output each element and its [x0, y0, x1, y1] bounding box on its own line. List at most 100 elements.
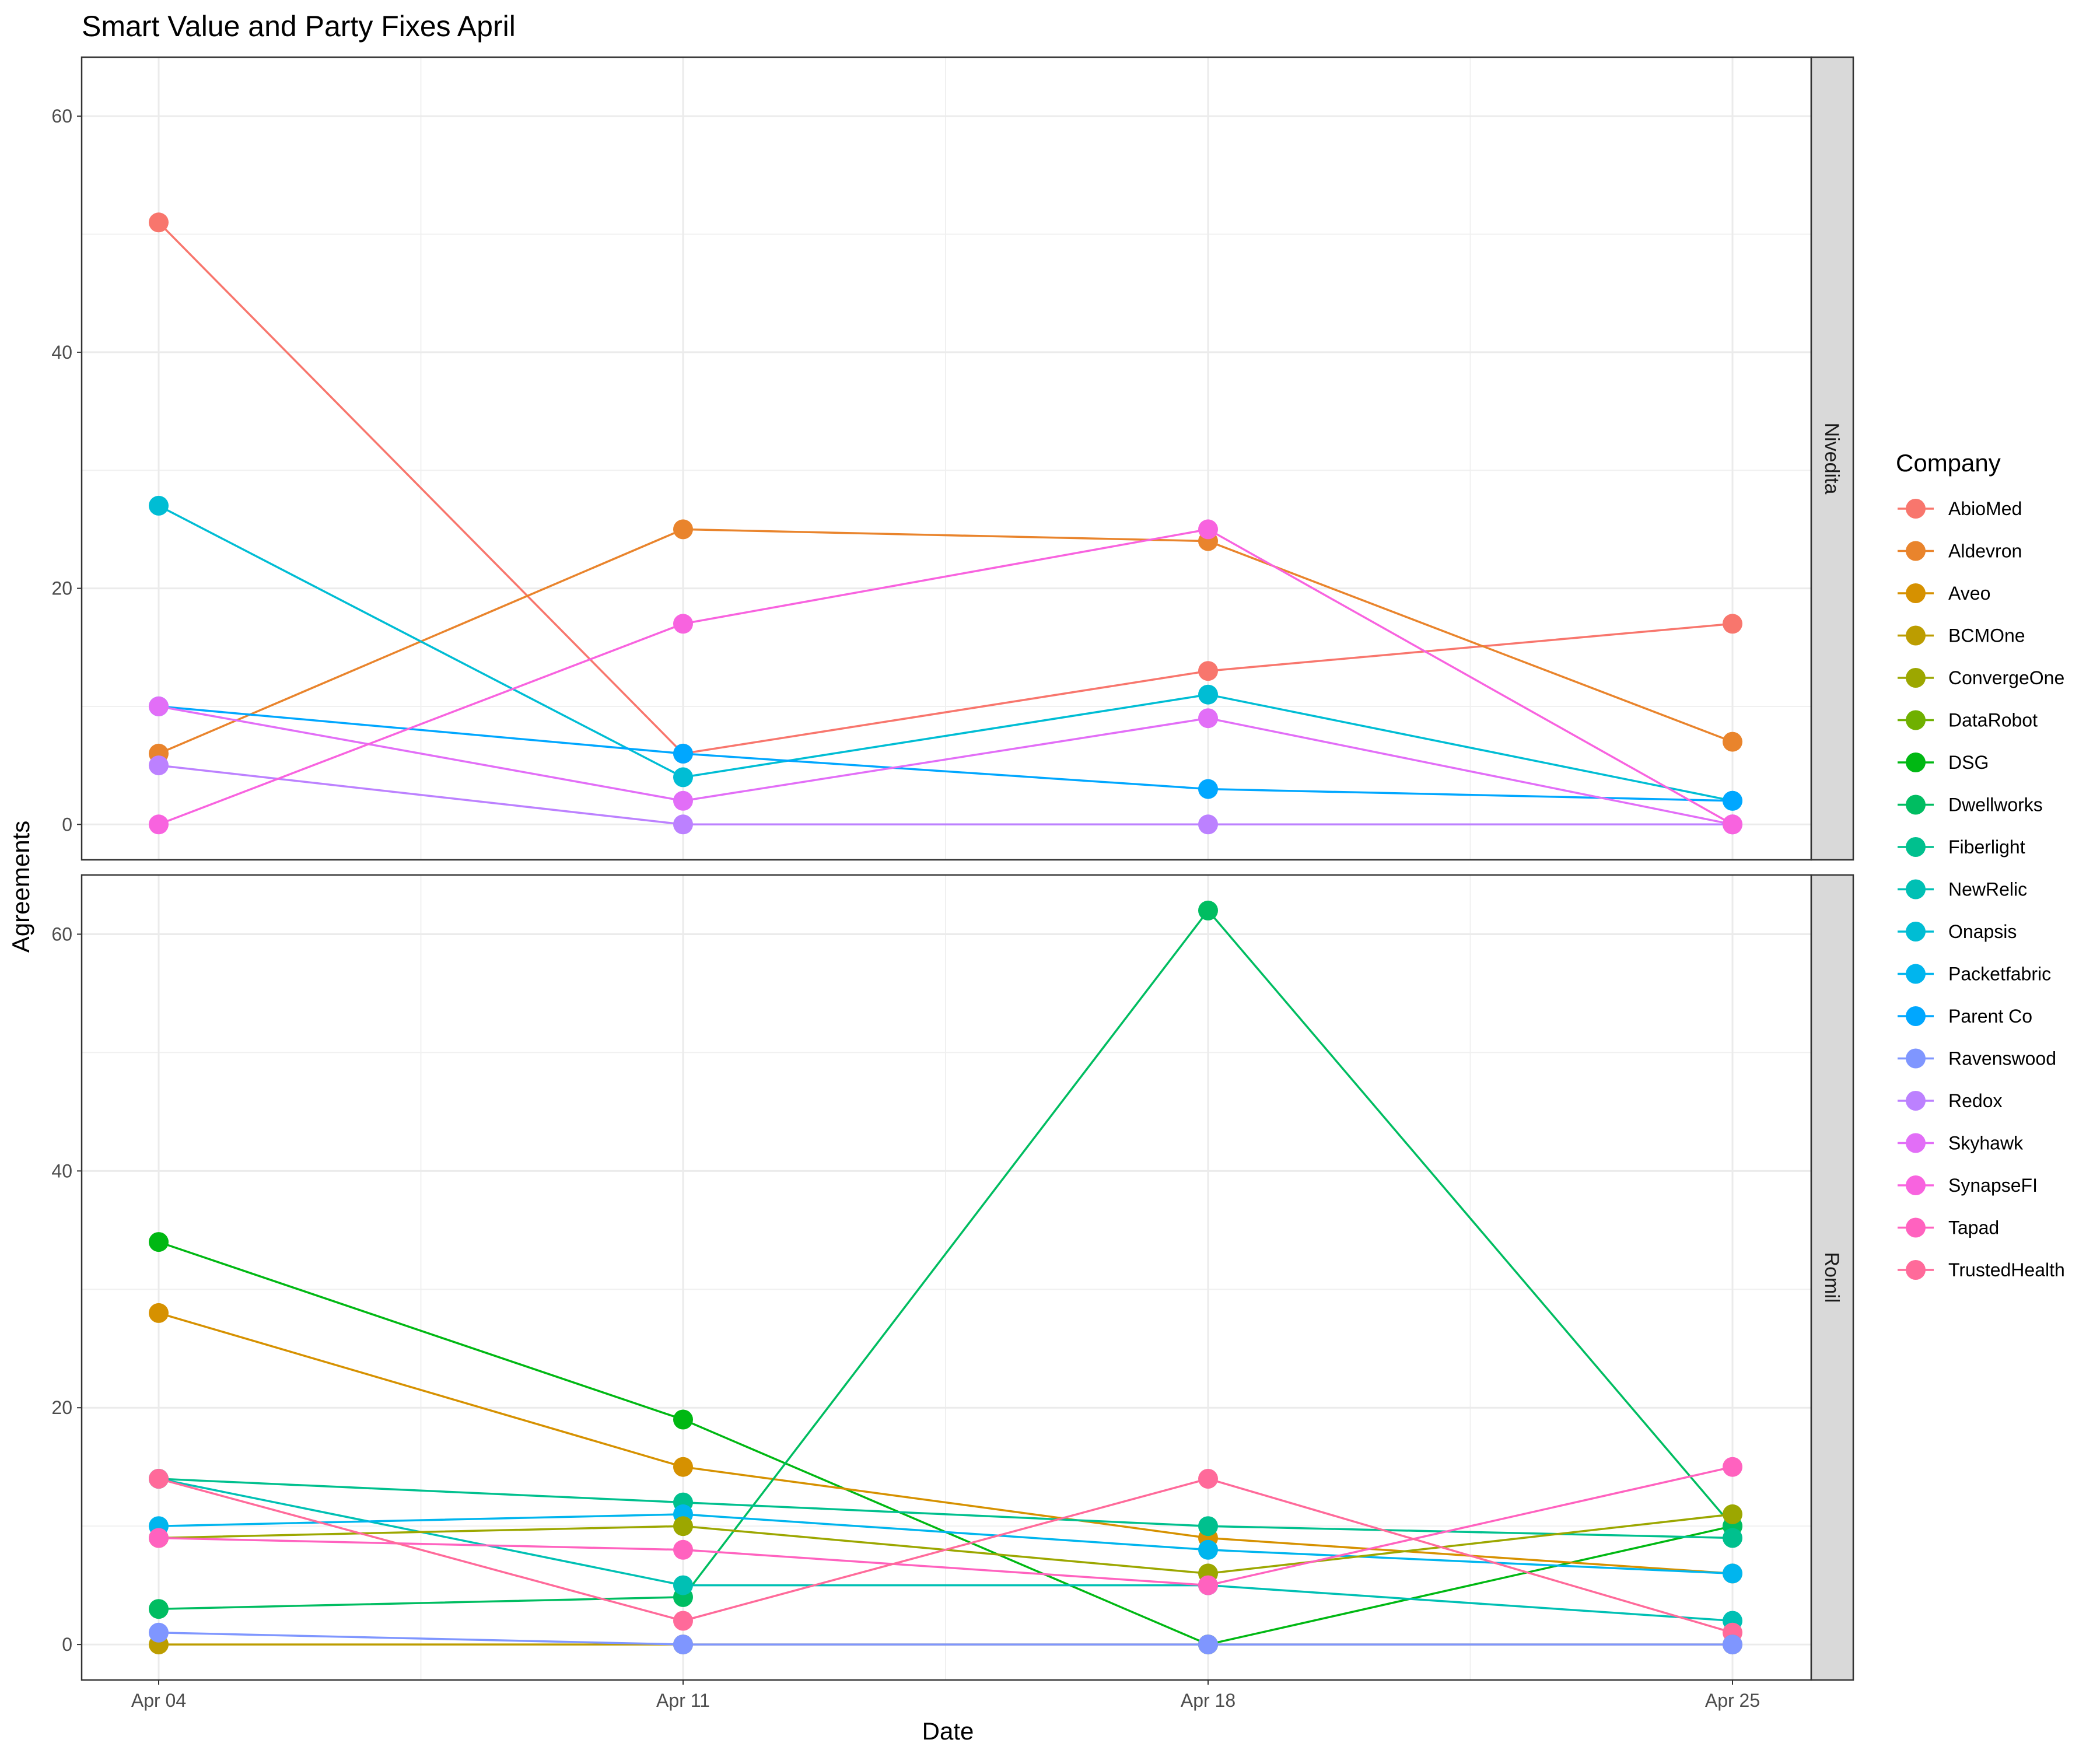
data-point [149, 212, 169, 233]
legend-key-point [1906, 879, 1926, 900]
data-point [149, 1622, 169, 1643]
facet-strip-label: Nivedita [1821, 423, 1843, 495]
facet-strip [1810, 874, 1854, 1681]
data-point [1198, 814, 1218, 835]
x-axis-title: Date [922, 1717, 974, 1745]
legend-item-dwellworks: Dwellworks [1898, 794, 2043, 816]
series-line [158, 1478, 1733, 1634]
legend-key-point [1906, 1260, 1926, 1280]
legend-label: Skyhawk [1948, 1133, 2024, 1154]
series-line [158, 222, 1733, 755]
legend-item-trustedhealth: TrustedHealth [1898, 1259, 2065, 1280]
legend-label: BCMOne [1948, 625, 2025, 646]
y-tick-label: 20 [51, 1397, 72, 1418]
y-axis-title: Agreements [7, 821, 34, 953]
series-line [158, 705, 1733, 802]
series-line [158, 528, 1733, 825]
data-point [1723, 1528, 1742, 1548]
y-tick-label: 60 [51, 106, 72, 127]
legend-item-datarobot: DataRobot [1898, 710, 2038, 731]
series-line [158, 705, 1733, 826]
legend-label: Tapad [1948, 1217, 1999, 1238]
series-line [158, 1465, 1733, 1587]
legend-key-point [1906, 668, 1926, 688]
chart-title: Smart Value and Party Fixes April [82, 10, 516, 43]
legend-label: DataRobot [1948, 710, 2038, 731]
legend-label: Onapsis [1948, 921, 2017, 942]
legend-label: SynapseFI [1948, 1175, 2038, 1196]
legend-item-convergeone: ConvergeOne [1898, 667, 2064, 688]
data-point [1198, 661, 1218, 681]
legend-key-point [1906, 794, 1926, 815]
data-point [149, 1528, 169, 1548]
series-trustedhealth [149, 1469, 1742, 1643]
data-point [673, 814, 693, 835]
legend-item-synapsefi: SynapseFI [1898, 1175, 2038, 1196]
data-point [1723, 1504, 1742, 1524]
series-ravenswood [149, 1622, 1742, 1655]
legend-label: AbioMed [1948, 498, 2022, 519]
legend-item-skyhawk: Skyhawk [1898, 1133, 2024, 1154]
y-tick-label: 0 [62, 1634, 72, 1655]
data-point [149, 1469, 169, 1489]
data-point [1198, 1469, 1218, 1489]
legend-key-point [1906, 541, 1926, 561]
facet-strip-label: Romil [1821, 1252, 1843, 1303]
legend-key-point [1906, 625, 1926, 646]
legend: Company AbioMed Aldevron Aveo BCMOne Converg… [1896, 449, 2065, 1280]
data-point [1723, 732, 1742, 752]
legend-key-point [1906, 583, 1926, 603]
legend-key-point [1906, 1091, 1926, 1111]
series-tapad [149, 1457, 1742, 1595]
legend-key-point [1906, 1217, 1926, 1238]
legend-label: Ravenswood [1948, 1048, 2056, 1069]
data-point [1198, 1634, 1218, 1655]
y-tick-label: 0 [62, 814, 72, 835]
facet-strip [1810, 56, 1854, 861]
y-tick-label: 40 [51, 342, 72, 363]
data-point [1198, 1575, 1218, 1595]
series-line [158, 1632, 1732, 1646]
data-point [1723, 1563, 1742, 1584]
data-point [1198, 684, 1218, 705]
legend-key-point [1906, 1133, 1926, 1153]
data-point [673, 519, 693, 540]
legend-title: Company [1896, 449, 2001, 477]
legend-item-tapad: Tapad [1898, 1217, 1999, 1238]
series-line [158, 764, 1732, 826]
data-point [673, 1516, 693, 1536]
x-tick-label: Apr 11 [656, 1690, 710, 1711]
legend-label: Redox [1948, 1090, 2003, 1111]
legend-label: DSG [1948, 752, 1989, 773]
series-onapsis [149, 495, 1742, 811]
data-point [673, 1634, 693, 1655]
data-point [673, 790, 693, 811]
legend-key-point [1906, 710, 1926, 730]
data-point [149, 1303, 169, 1323]
legend-item-abiomed: AbioMed [1898, 498, 2022, 519]
legend-item-packetfabric: Packetfabric [1898, 964, 2051, 985]
legend-label: TrustedHealth [1948, 1259, 2065, 1280]
x-tick-label: Apr 25 [1705, 1690, 1760, 1711]
legend-key-point [1906, 1006, 1926, 1026]
series-redox [149, 755, 1742, 835]
legend-item-redox: Redox [1898, 1090, 2003, 1111]
series-synapsefi [149, 519, 1742, 835]
panel-background [82, 875, 1811, 1680]
data-point [1198, 708, 1218, 729]
x-tick-label: Apr 04 [131, 1690, 186, 1711]
data-point [1723, 1457, 1742, 1477]
data-point [1198, 519, 1218, 540]
x-tick-label: Apr 18 [1181, 1690, 1236, 1711]
data-point [1198, 1516, 1218, 1536]
data-point [673, 767, 693, 788]
legend-item-dsg: DSG [1898, 752, 1989, 773]
y-tick-label: 20 [51, 578, 72, 599]
data-point [1723, 1634, 1742, 1655]
legend-item-parent-co: Parent Co [1898, 1006, 2032, 1027]
legend-label: Aveo [1948, 583, 1990, 604]
data-point [673, 743, 693, 764]
